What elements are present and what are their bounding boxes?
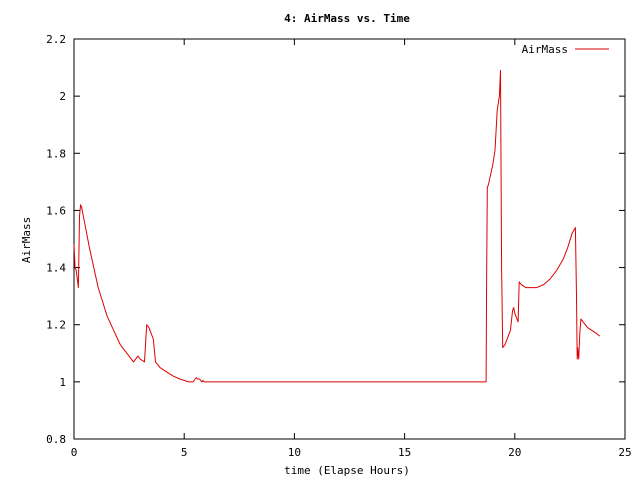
x-axis-label: time (Elapse Hours)	[284, 464, 410, 477]
y-tick-label: 2	[59, 90, 66, 103]
axes-layer: 0 5 10 15 20 25 0.8 1 1.2 1.4 1.6 1.8 2 2.2	[46, 33, 632, 459]
legend-label: AirMass	[522, 43, 568, 56]
y-tick-label: 1.4	[46, 262, 66, 275]
chart-title: 4: AirMass vs. Time	[284, 12, 410, 25]
y-tick-label: 2.2	[46, 33, 66, 46]
plot-frame	[73, 38, 626, 440]
x-tick-label: 10	[288, 446, 301, 459]
legend: AirMass	[522, 43, 609, 56]
y-tick-label: 1.2	[46, 319, 66, 332]
x-tick-label: 0	[71, 446, 78, 459]
x-tick-label: 15	[398, 446, 411, 459]
x-tick-label: 20	[508, 446, 521, 459]
y-tick-label: 0.8	[46, 433, 66, 446]
y-tick-label: 1.6	[46, 204, 66, 217]
x-tick-label: 5	[181, 446, 188, 459]
series-layer	[73, 69, 601, 383]
y-axis-label: AirMass	[20, 217, 33, 263]
airmass-series-line	[73, 69, 601, 383]
y-tick-label: 1	[59, 376, 66, 389]
y-tick-label: 1.8	[46, 147, 66, 160]
x-tick-label: 25	[618, 446, 631, 459]
